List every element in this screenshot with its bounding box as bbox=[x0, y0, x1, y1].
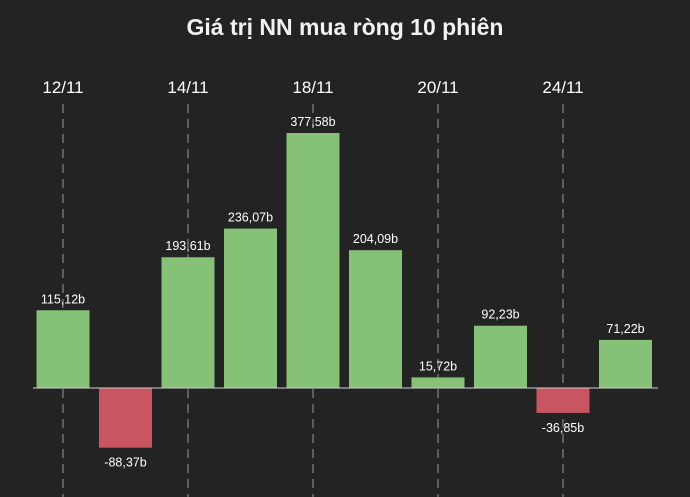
bar bbox=[36, 310, 90, 388]
data-label: 236,07b bbox=[228, 211, 273, 225]
x-tick-label: 14/11 bbox=[167, 78, 208, 97]
bar bbox=[349, 250, 402, 388]
data-label: 71,22b bbox=[606, 322, 644, 336]
bar bbox=[599, 339, 652, 388]
bar bbox=[224, 228, 277, 388]
chart-title: Giá trị NN mua ròng 10 phiên bbox=[186, 14, 504, 40]
data-label: 377,58b bbox=[290, 115, 335, 129]
data-label: 92,23b bbox=[481, 308, 519, 322]
data-label: -88,37b bbox=[104, 456, 146, 470]
bar bbox=[99, 388, 152, 448]
data-label: 15,72b bbox=[419, 359, 457, 373]
bar bbox=[161, 257, 215, 388]
data-label: 204,09b bbox=[353, 232, 398, 246]
bar bbox=[286, 133, 340, 388]
x-tick-label: 24/11 bbox=[542, 78, 583, 97]
bar bbox=[536, 388, 590, 413]
data-label: 115,12b bbox=[41, 292, 85, 306]
x-tick-label: 12/11 bbox=[42, 78, 83, 97]
data-label: 193,61b bbox=[165, 239, 210, 253]
bar bbox=[474, 325, 527, 388]
x-tick-label: 20/11 bbox=[417, 78, 458, 97]
x-tick-label: 18/11 bbox=[292, 78, 333, 97]
data-label: -36,85b bbox=[542, 421, 584, 435]
bar bbox=[411, 377, 465, 388]
